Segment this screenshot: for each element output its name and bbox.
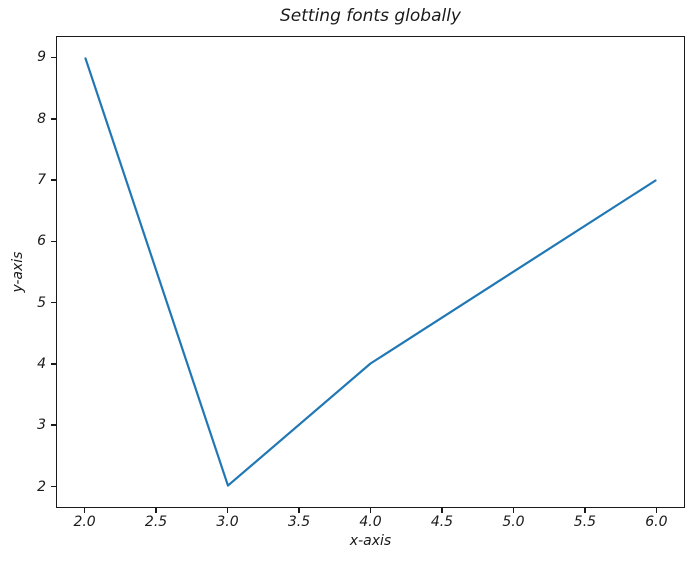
- y-tick-mark: [51, 424, 56, 426]
- y-tick-label: 2: [37, 478, 46, 495]
- y-tick-label: 4: [37, 355, 46, 372]
- x-tick-mark: [584, 508, 586, 513]
- y-tick-mark: [51, 118, 56, 120]
- x-tick-label: 2.5: [144, 514, 168, 530]
- x-tick-label: 4.5: [430, 514, 454, 530]
- x-axis-label: x-axis: [349, 533, 392, 549]
- y-tick-label: 9: [37, 49, 46, 66]
- x-tick-label: 2.0: [73, 514, 96, 530]
- y-tick-label: 3: [37, 417, 46, 434]
- y-tick-mark: [51, 363, 56, 365]
- x-tick-label: 4.0: [359, 514, 382, 530]
- chart-title: Setting fonts globally: [280, 6, 461, 26]
- x-tick-label: 6.0: [645, 514, 668, 530]
- x-tick-mark: [655, 508, 658, 513]
- plot-svg: [84, 57, 657, 487]
- x-tick-mark: [512, 508, 515, 513]
- x-tick-mark: [226, 508, 229, 513]
- x-tick-mark: [155, 508, 157, 513]
- x-tick-mark: [298, 508, 300, 513]
- y-tick-label: 8: [37, 110, 46, 127]
- x-tick-label: 3.0: [216, 514, 239, 530]
- x-tick-mark: [441, 508, 443, 513]
- y-tick-mark: [51, 240, 56, 243]
- x-tick-label: 5.5: [573, 514, 597, 530]
- plot-area: [56, 36, 685, 508]
- y-tick-mark: [51, 56, 56, 59]
- data-line-series: [84, 57, 657, 487]
- y-tick-mark: [51, 179, 56, 181]
- x-tick-label: 5.0: [502, 514, 525, 530]
- y-tick-mark: [51, 301, 56, 304]
- y-tick-mark: [51, 485, 56, 488]
- y-tick-label: 6: [37, 233, 46, 250]
- y-tick-label: 7: [37, 172, 46, 189]
- y-tick-label: 5: [37, 294, 46, 311]
- y-axis-label: y-axis: [10, 251, 26, 293]
- x-tick-mark: [83, 508, 86, 513]
- x-tick-label: 3.5: [287, 514, 311, 530]
- x-tick-mark: [369, 508, 372, 513]
